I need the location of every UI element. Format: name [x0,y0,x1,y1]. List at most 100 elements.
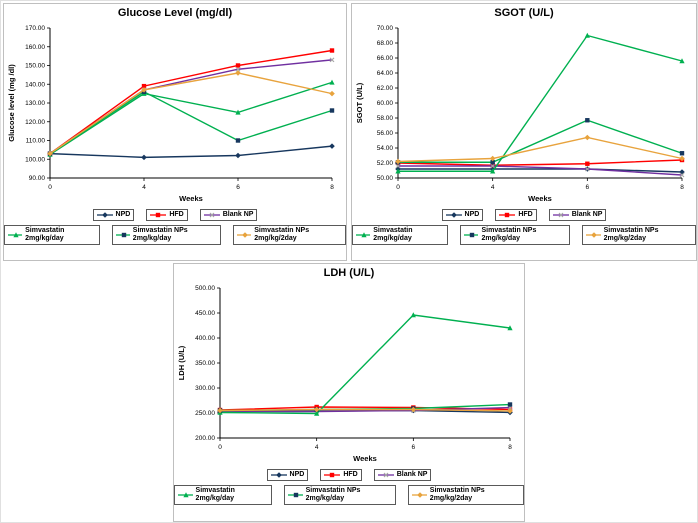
data-point-x [395,163,401,169]
legend-label: Simvastatin NPs 2mg/kg/day [481,227,537,242]
data-point-triangle [183,492,189,498]
data-point-square [293,492,299,498]
x-axis-title: Weeks [528,194,552,203]
x-tick-label: 4 [315,444,319,451]
series-line-hfd [49,49,333,155]
legend-swatch-icon [586,232,601,238]
y-tick-label: 250.00 [195,410,215,417]
y-tick-label: 60.00 [377,100,394,107]
legend-label: HFD [518,211,533,218]
legend-item-npd: NPD [92,209,135,221]
legend-row: Simvastatin 2mg/kg/day Simvastatin NPs 2m… [174,485,525,505]
x-axis-title: Weeks [353,454,377,463]
x-tick-label: 6 [586,184,590,191]
legend-row: Simvastatin 2mg/kg/day Simvastatin NPs 2m… [352,225,696,245]
legend-label: Simvastatin 2mg/kg/day [195,487,235,502]
glucose-chart-svg: 90.00 100.00 110.00 120.00 130.00 140.00 150.0… [7,25,335,203]
legend-swatch-icon [464,232,479,238]
glucose-chart-panel: Glucose Level (mg/dl) 90.00 100.00 110.00 1… [3,3,347,261]
data-point-triangle [235,109,241,115]
y-tick-label: 64.00 [377,70,394,77]
legend-swatch-icon [412,492,427,498]
chart-title: LDH (U/L) [323,267,375,279]
data-point-square [470,232,475,238]
data-point-diamond [329,143,335,149]
data-point-square [235,138,241,143]
legend-swatch-icon [356,232,371,238]
legend-item-blank-np: Blank NP [548,209,607,221]
data-point-x [679,172,685,178]
data-point-triangle [395,168,401,174]
y-axis-title: LDH (U/L) [177,345,186,380]
y-tick-label: 56.00 [377,130,394,137]
legend-item-simvastatin-nps-2mg-kg-2day: Simvastatin NPs 2mg/kg/2day [582,225,696,245]
data-point-x [584,166,590,172]
legend-label: NPD [115,211,131,218]
legend-item-simvastatin-nps-2mg-kg-day: Simvastatin NPs 2mg/kg/day [111,225,222,245]
y-tick-label: 160.00 [25,44,45,51]
legend-item-simvastatin-2mg-kg-day: Simvastatin 2mg/kg/day [4,225,100,245]
data-point-triangle [490,168,496,174]
data-point-square [141,83,147,89]
series-line-blank-np [220,406,511,413]
y-tick-label: 70.00 [377,25,394,32]
y-tick-label: 500.00 [195,285,215,292]
legend-label: Simvastatin NPs 2mg/kg/2day [603,227,659,242]
legend-swatch-icon [377,472,394,478]
series-line-npd [49,145,333,159]
data-point-diamond [141,154,147,161]
legend-row: NPD HFD Blank NP [92,209,258,221]
data-point-triangle [679,58,685,64]
data-point-x [329,57,335,63]
y-axis-title: Glucose level (mg /dl) [7,64,16,142]
legend-swatch-icon [324,472,341,478]
data-point-diamond [329,90,335,97]
legend-swatch-icon [237,232,252,238]
chart-title: Glucose Level (mg/dl) [117,7,233,19]
y-tick-label: 350.00 [195,360,215,367]
legend-item-simvastatin-nps-2mg-kg-2day: Simvastatin NPs 2mg/kg/2day [233,225,346,245]
y-tick-label: 130.00 [25,100,45,107]
series-line-simvastatin-nps-2mg-kg-day [398,119,683,163]
chart-title: SGOT (U/L) [494,7,554,19]
x-tick-label: 4 [491,184,495,191]
series-line-simvastatin-nps-2mg-kg-2day [49,72,333,155]
series-line-simvastatin-2mg-kg-day [219,314,511,415]
data-point-triangle [361,232,367,238]
ldh-plot-area: 200.00 250.00 300.00 350.00 400.00 450.00 500.… [174,280,524,468]
data-point-diamond [235,152,241,159]
series-line-blank-np [49,59,333,155]
x-tick-label: 8 [330,184,334,191]
data-point-diamond [101,212,108,218]
legend-item-simvastatin-nps-2mg-kg-day: Simvastatin NPs 2mg/kg/day [284,485,397,505]
y-tick-label: 300.00 [195,385,215,392]
data-point-diamond [591,232,598,238]
legend-item-simvastatin-nps-2mg-kg-day: Simvastatin NPs 2mg/kg/day [460,225,571,245]
legend-item-blank-np: Blank NP [373,469,432,481]
glucose-plot-area: 90.00 100.00 110.00 120.00 130.00 140.00 150.0… [4,20,346,208]
data-point-triangle [507,325,513,331]
data-point-x [383,472,389,478]
data-point-diamond [417,492,424,498]
series-line-simvastatin-nps-2mg-kg-day [49,90,333,155]
x-tick-label: 8 [680,184,684,191]
legend-swatch-icon [203,212,220,218]
x-tick-label: 4 [142,184,146,191]
sgot-chart-svg: 50.00 52.00 54.00 56.00 58.00 60.00 62.00 64.00… [355,25,685,203]
x-tick-label: 6 [412,444,416,451]
x-axis-title: Weeks [179,194,203,203]
legend-label: Simvastatin NPs 2mg/kg/2day [429,487,485,502]
y-tick-label: 68.00 [377,40,394,47]
data-point-triangle [13,232,19,238]
data-point-x [209,212,215,218]
data-point-x [558,212,564,218]
data-point-diamond [410,406,417,413]
legend-label: Simvastatin 2mg/kg/day [373,227,413,242]
y-tick-label: 100.00 [25,156,45,163]
data-point-diamond [235,70,241,76]
sgot-plot-area: 50.00 52.00 54.00 56.00 58.00 60.00 62.00 64.00… [352,20,696,208]
legend-swatch-icon [288,492,303,498]
y-tick-label: 52.00 [377,160,394,167]
data-point-diamond [489,155,496,162]
